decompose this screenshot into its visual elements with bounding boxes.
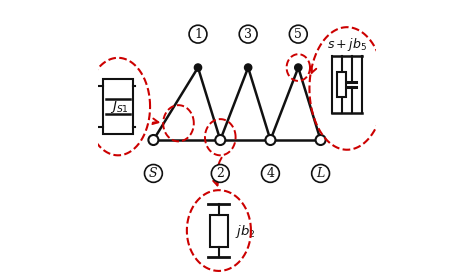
Circle shape bbox=[295, 64, 302, 71]
Circle shape bbox=[245, 64, 252, 71]
Text: 4: 4 bbox=[266, 167, 274, 180]
Circle shape bbox=[312, 165, 329, 182]
Text: 5: 5 bbox=[294, 28, 302, 41]
Circle shape bbox=[194, 64, 201, 71]
Circle shape bbox=[189, 25, 207, 43]
Circle shape bbox=[316, 135, 326, 145]
Text: $s+jb_5$: $s+jb_5$ bbox=[327, 36, 367, 53]
Text: 3: 3 bbox=[244, 28, 252, 41]
Circle shape bbox=[262, 165, 279, 182]
Text: S: S bbox=[149, 167, 158, 180]
FancyBboxPatch shape bbox=[103, 79, 133, 134]
Circle shape bbox=[239, 25, 257, 43]
Circle shape bbox=[215, 135, 225, 145]
Text: $jb_2$: $jb_2$ bbox=[235, 223, 255, 241]
Circle shape bbox=[211, 165, 229, 182]
Text: $J_{S1}$: $J_{S1}$ bbox=[110, 99, 129, 115]
Circle shape bbox=[290, 25, 307, 43]
FancyBboxPatch shape bbox=[210, 214, 228, 247]
Text: L: L bbox=[317, 167, 325, 180]
Text: 2: 2 bbox=[216, 167, 224, 180]
Circle shape bbox=[265, 135, 275, 145]
FancyBboxPatch shape bbox=[337, 72, 346, 97]
Circle shape bbox=[148, 135, 158, 145]
Circle shape bbox=[145, 165, 162, 182]
Text: 1: 1 bbox=[194, 28, 202, 41]
